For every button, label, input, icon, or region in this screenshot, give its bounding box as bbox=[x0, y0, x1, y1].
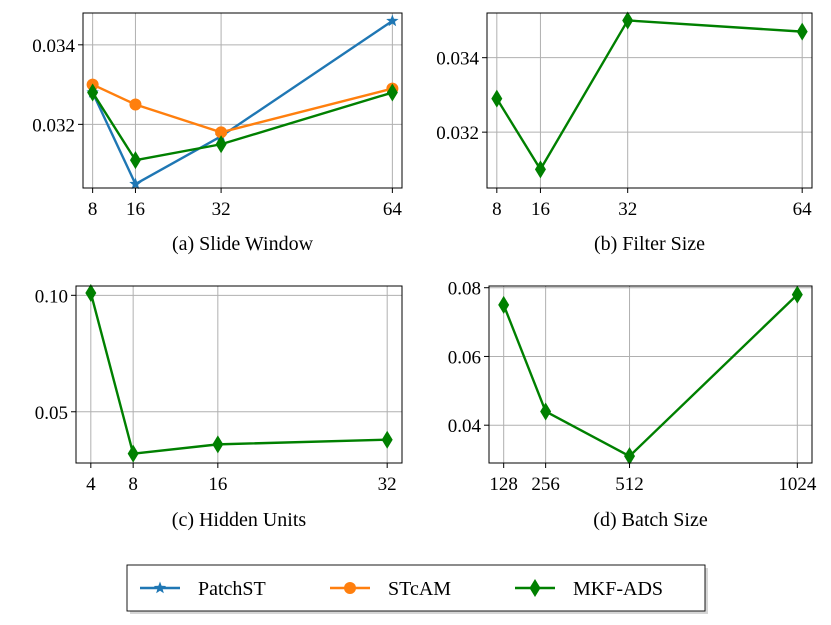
legend-box bbox=[126, 564, 706, 612]
x-tick-label: 32 bbox=[212, 199, 231, 220]
x-tick-label: 16 bbox=[208, 474, 227, 495]
subplot-slide-window: 8 16 32 64 0.032 0.034 (a) Slide Window bbox=[32, 12, 403, 255]
x-tick-label: 8 bbox=[88, 199, 98, 220]
data-point-mkf-ads bbox=[624, 447, 636, 466]
series-line-mkf-ads bbox=[502, 293, 799, 458]
subplot-hidden-units: 4 8 16 32 0.05 0.10 (c) Hidden Units bbox=[35, 283, 403, 531]
data-point-stcam bbox=[215, 126, 228, 139]
x-tick-label: 64 bbox=[383, 199, 403, 220]
x-tick-label: 16 bbox=[531, 199, 550, 220]
subplot-batch-size: 128 256 512 1024 0.04 0.06 0.08 (d) Batch Size bbox=[448, 279, 817, 531]
data-point-mkf-ads bbox=[87, 83, 99, 102]
subplot-filter-size: 8 16 32 64 0.032 0.034 (b) Filter Size bbox=[436, 11, 813, 255]
y-tick-label: 0.05 bbox=[35, 403, 68, 424]
data-point-mkf-ads bbox=[85, 283, 97, 302]
data-point-mkf-ads bbox=[129, 151, 141, 170]
legend-marker-patchst bbox=[153, 581, 167, 594]
data-point-mkf-ads bbox=[540, 402, 552, 421]
data-point-mkf-ads bbox=[498, 295, 510, 314]
series-line-patchst bbox=[91, 19, 394, 186]
data-point-mkf-ads bbox=[622, 11, 634, 30]
subplot-caption: (d) Batch Size bbox=[593, 509, 708, 531]
y-tick-label: 0.08 bbox=[448, 279, 481, 300]
x-tick-label: 512 bbox=[615, 474, 644, 495]
x-tick-label: 32 bbox=[618, 199, 637, 220]
axes-frame bbox=[82, 12, 403, 189]
x-tick-label: 256 bbox=[531, 474, 560, 495]
x-tick-label: 4 bbox=[86, 474, 96, 495]
data-point-mkf-ads bbox=[491, 89, 503, 108]
legend-label-stcam: STcAM bbox=[388, 578, 451, 600]
y-tick-label: 0.10 bbox=[35, 286, 68, 307]
subplot-caption: (a) Slide Window bbox=[172, 233, 314, 255]
y-tick-label: 0.032 bbox=[32, 115, 75, 136]
data-point-mkf-ads bbox=[381, 430, 393, 449]
data-point-mkf-ads bbox=[212, 435, 224, 454]
y-tick-label: 0.04 bbox=[448, 416, 482, 437]
legend-label-patchst: PatchST bbox=[198, 578, 266, 600]
x-tick-label: 8 bbox=[492, 199, 502, 220]
subplot-caption: (b) Filter Size bbox=[594, 233, 705, 255]
x-tick-label: 8 bbox=[128, 474, 138, 495]
axes-frame bbox=[486, 12, 813, 189]
data-point-mkf-ads bbox=[386, 83, 398, 102]
y-tick-label: 0.032 bbox=[436, 123, 479, 144]
data-point-mkf-ads bbox=[796, 22, 808, 41]
axes-frame bbox=[75, 285, 403, 464]
x-tick-label: 128 bbox=[489, 474, 518, 495]
x-tick-label: 1024 bbox=[778, 474, 817, 495]
data-point-patchst bbox=[129, 177, 142, 190]
y-tick-label: 0.034 bbox=[436, 49, 479, 70]
legend-marker-mkf-ads bbox=[529, 579, 541, 597]
axes-frame bbox=[488, 285, 813, 464]
x-tick-label: 64 bbox=[793, 199, 813, 220]
data-point-stcam bbox=[129, 98, 142, 111]
series-line-stcam bbox=[92, 83, 393, 134]
subplot-caption: (c) Hidden Units bbox=[172, 509, 307, 531]
y-tick-label: 0.034 bbox=[32, 36, 75, 57]
series-line-mkf-ads bbox=[89, 292, 388, 455]
y-tick-label: 0.06 bbox=[448, 347, 481, 368]
data-point-mkf-ads bbox=[791, 285, 803, 304]
data-point-mkf-ads bbox=[534, 160, 546, 179]
x-tick-label: 16 bbox=[126, 199, 145, 220]
data-point-mkf-ads bbox=[215, 135, 227, 154]
legend-marker-stcam bbox=[344, 582, 356, 594]
legend-label-mkf-ads: MKF-ADS bbox=[573, 578, 663, 600]
data-point-mkf-ads bbox=[127, 444, 139, 463]
series-line-mkf-ads bbox=[91, 91, 393, 162]
data-point-patchst bbox=[386, 14, 399, 27]
legend: PatchST STcAM MKF-ADS bbox=[126, 564, 708, 614]
x-tick-label: 32 bbox=[378, 474, 397, 495]
series-line-mkf-ads bbox=[495, 19, 803, 171]
